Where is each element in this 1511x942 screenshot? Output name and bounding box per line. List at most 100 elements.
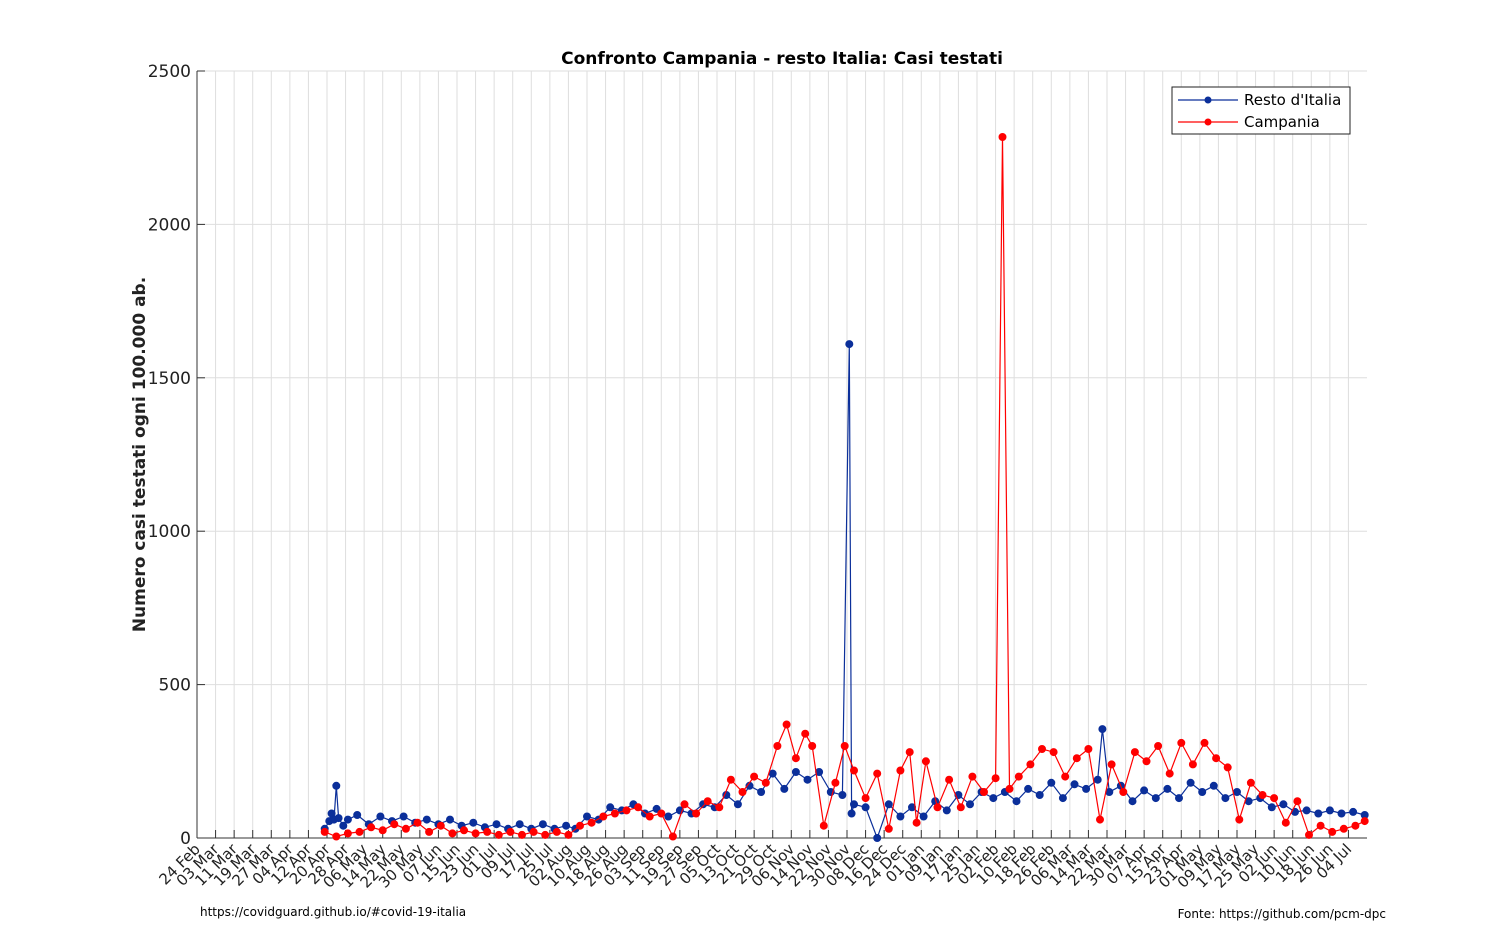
- grid: [196, 70, 1367, 839]
- data-point: [1293, 797, 1302, 806]
- data-point: [343, 815, 352, 824]
- data-point: [791, 754, 800, 763]
- data-point: [622, 806, 631, 815]
- data-point: [606, 803, 615, 812]
- data-point: [750, 772, 759, 781]
- data-point: [1279, 800, 1288, 809]
- data-point: [1314, 809, 1323, 818]
- legend-label: Campania: [1244, 113, 1320, 131]
- data-point: [896, 766, 905, 775]
- data-point: [1098, 725, 1107, 734]
- data-point: [538, 820, 547, 829]
- data-point: [703, 797, 712, 806]
- data-point: [1267, 803, 1276, 812]
- data-point: [801, 729, 810, 738]
- data-point: [367, 823, 376, 832]
- footer-data-source: Fonte: https://github.com/pcm-dpc: [1177, 907, 1386, 921]
- data-point: [757, 788, 766, 796]
- data-point: [850, 766, 858, 775]
- data-point: [773, 742, 782, 750]
- data-point: [1026, 760, 1035, 769]
- data-point: [1246, 778, 1255, 787]
- data-point: [791, 768, 800, 776]
- data-point: [492, 820, 501, 829]
- data-point: [529, 827, 538, 836]
- y-tick-label: 2000: [148, 215, 191, 235]
- data-point: [989, 794, 998, 803]
- series-1: [320, 133, 1369, 841]
- data-point: [1223, 763, 1232, 772]
- data-point: [861, 803, 870, 812]
- data-point: [1084, 745, 1093, 753]
- data-point: [1316, 821, 1325, 830]
- data-point: [343, 829, 352, 838]
- data-point: [562, 821, 571, 830]
- data-point: [1209, 781, 1218, 790]
- data-point: [460, 826, 468, 835]
- data-point: [506, 827, 515, 836]
- legend-swatch-marker: [1204, 96, 1212, 104]
- data-point: [436, 821, 445, 830]
- data-point: [921, 757, 930, 766]
- data-point: [680, 800, 689, 809]
- data-point: [966, 800, 974, 809]
- data-point: [1049, 748, 1058, 757]
- legend-label: Resto d'Italia: [1244, 91, 1341, 109]
- data-point: [1325, 806, 1334, 815]
- data-point: [733, 800, 742, 809]
- data-point: [1328, 827, 1337, 836]
- data-point: [494, 830, 503, 839]
- data-point: [838, 791, 847, 799]
- footer-source-link[interactable]: https://covidguard.github.io/#covid-19-i…: [200, 905, 467, 919]
- data-point: [1163, 784, 1172, 793]
- data-point: [905, 748, 914, 757]
- data-point: [761, 778, 770, 787]
- data-point: [803, 775, 812, 784]
- data-point: [1142, 757, 1151, 766]
- data-point: [448, 829, 457, 838]
- data-point: [968, 772, 977, 781]
- data-point: [413, 818, 422, 827]
- data-point: [861, 794, 870, 803]
- data-point: [1188, 760, 1197, 769]
- data-point: [840, 742, 849, 750]
- data-point: [942, 806, 951, 815]
- data-point: [552, 827, 561, 836]
- data-point: [1177, 738, 1186, 747]
- data-point: [668, 832, 677, 841]
- data-point: [956, 803, 965, 812]
- data-point: [1233, 788, 1241, 796]
- data-point: [1198, 788, 1207, 796]
- data-point: [850, 800, 858, 809]
- data-point: [564, 830, 573, 839]
- data-point: [332, 832, 341, 841]
- data-point: [399, 812, 408, 821]
- legend-box: [1171, 86, 1351, 135]
- data-point: [1337, 809, 1346, 818]
- data-point: [320, 827, 329, 836]
- data-point: [873, 834, 882, 842]
- data-point: [599, 812, 608, 821]
- data-point: [446, 815, 454, 824]
- data-point: [726, 775, 735, 784]
- data-point: [873, 769, 882, 778]
- data-point: [1302, 806, 1311, 815]
- data-point: [1038, 745, 1046, 753]
- data-point: [469, 818, 478, 827]
- data-point: [768, 769, 777, 778]
- data-point: [645, 812, 654, 821]
- legend: Resto d'Italia Campania: [1171, 86, 1351, 135]
- data-point: [945, 775, 954, 784]
- y-axis-label: Numero casi testati ogni 100.000 ab.: [130, 277, 150, 632]
- data-point: [353, 811, 362, 819]
- data-point: [425, 827, 434, 836]
- data-point: [1281, 818, 1290, 827]
- data-point: [991, 774, 1000, 783]
- data-point: [1305, 830, 1313, 839]
- data-point: [884, 800, 893, 809]
- data-point: [1221, 794, 1230, 803]
- data-point: [515, 820, 524, 829]
- data-point: [339, 821, 348, 830]
- data-point: [1082, 784, 1091, 793]
